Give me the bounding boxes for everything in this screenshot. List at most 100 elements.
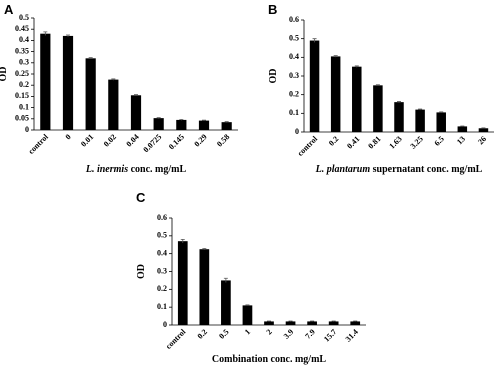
error-bar <box>224 121 229 123</box>
bar <box>221 280 231 325</box>
y-tick-label: 0.2 <box>157 284 167 293</box>
x-tick-label: 0.04 <box>124 132 140 148</box>
panel-label: A <box>4 2 14 17</box>
bar <box>221 122 232 130</box>
y-axis-label: OD <box>0 67 9 82</box>
y-tick-label: 0.3 <box>157 266 167 275</box>
x-tick-label: 2 <box>265 327 274 336</box>
x-tick-label: 0.0725 <box>141 132 163 154</box>
bar <box>373 85 383 132</box>
error-bar <box>134 94 138 96</box>
y-tick-label: 0.35 <box>15 46 29 55</box>
x-tick-label: 6.5 <box>432 134 445 147</box>
error-bar <box>288 320 293 322</box>
error-bar <box>331 320 336 322</box>
error-bar <box>223 277 228 283</box>
y-tick-label: 0.3 <box>289 71 299 80</box>
panel-label: B <box>268 2 277 17</box>
y-tick-label: 0.05 <box>15 114 29 123</box>
y-tick-label: 0.6 <box>289 15 299 24</box>
error-bar <box>66 34 70 37</box>
y-tick-label: 0.2 <box>19 80 29 89</box>
x-tick-label: control <box>296 134 320 158</box>
error-bar <box>354 65 359 68</box>
error-bar <box>353 320 358 322</box>
error-bar <box>460 125 465 127</box>
y-tick-label: 0.3 <box>19 58 29 67</box>
y-tick-label: 0.5 <box>157 231 167 240</box>
y-tick-label: 0.6 <box>157 213 167 222</box>
x-tick-label: 1.63 <box>387 134 403 150</box>
bar <box>176 119 187 130</box>
x-axis-label-italic: L. inermis <box>85 164 128 175</box>
bar <box>352 66 362 132</box>
bar <box>130 95 142 130</box>
y-tick-label: 0.4 <box>19 35 29 44</box>
x-tick-label: 3.25 <box>409 134 425 150</box>
x-tick-label: 0.29 <box>192 132 208 148</box>
x-tick-label: 7.9 <box>303 327 316 340</box>
bar <box>108 79 119 130</box>
x-tick-label: 0.41 <box>345 134 361 150</box>
y-tick-label: 0.1 <box>289 108 299 117</box>
x-tick-label: 0.01 <box>79 132 95 148</box>
bar <box>85 58 96 130</box>
error-bar <box>310 320 315 322</box>
y-axis-label: OD <box>268 69 279 84</box>
bar <box>307 321 317 325</box>
bar <box>264 321 274 325</box>
error-bar <box>267 320 271 322</box>
y-tick-label: 0.5 <box>289 33 299 42</box>
error-bar <box>418 108 423 111</box>
error-bar <box>156 117 161 119</box>
error-bar <box>333 55 338 58</box>
error-bar <box>202 119 206 122</box>
y-tick-label: 0.1 <box>19 102 29 111</box>
y-tick-label: 0.15 <box>15 91 29 100</box>
x-axis-label-text: Combination conc. mg/mL <box>212 354 327 365</box>
x-tick-label: 31.4 <box>344 327 360 343</box>
y-tick-label: 0.4 <box>157 248 167 257</box>
bar <box>62 35 74 130</box>
x-tick-label: 0 <box>64 132 73 141</box>
y-tick-label: 0.45 <box>15 24 29 33</box>
bar <box>285 321 296 325</box>
y-tick-label: 0.25 <box>15 69 29 78</box>
error-bar <box>88 57 93 59</box>
bar <box>478 128 489 132</box>
error-bar <box>481 127 486 129</box>
y-tick-label: 0 <box>295 127 299 136</box>
y-tick-label: 0 <box>163 320 167 329</box>
x-tick-label: 26 <box>476 134 488 146</box>
bar <box>242 305 253 325</box>
x-tick-label: 0.5 <box>217 327 230 340</box>
x-tick-label: 0.81 <box>366 134 382 150</box>
error-bar <box>202 248 207 250</box>
x-tick-label: 3.9 <box>282 327 295 340</box>
x-tick-label: 0.2 <box>327 134 340 147</box>
bar <box>457 126 468 132</box>
bar <box>415 109 425 132</box>
error-bar <box>245 304 250 306</box>
x-tick-label: 0.145 <box>167 132 186 151</box>
bar <box>198 120 210 130</box>
bar <box>199 249 210 325</box>
x-axis-label: Combination conc. mg/mL <box>212 354 327 365</box>
error-bar <box>375 84 380 86</box>
x-axis-label-text: conc. mg/mL <box>131 164 187 175</box>
x-axis-label: L. plantarum supernatant conc. mg/mL <box>315 164 483 175</box>
x-axis-label-text: supernatant conc. mg/mL <box>373 164 483 175</box>
x-tick-label: 0.02 <box>102 132 118 148</box>
bar <box>40 33 51 130</box>
bar <box>153 118 164 130</box>
bar <box>330 56 341 132</box>
y-axis-label: OD <box>136 264 147 279</box>
x-tick-label: 0.2 <box>196 327 209 340</box>
bar <box>394 102 404 132</box>
bar <box>309 40 320 132</box>
error-bar <box>111 78 116 81</box>
error-bar <box>43 31 48 36</box>
error-bar <box>397 101 401 103</box>
error-bar <box>439 111 444 113</box>
x-tick-label: 0.58 <box>215 132 231 148</box>
